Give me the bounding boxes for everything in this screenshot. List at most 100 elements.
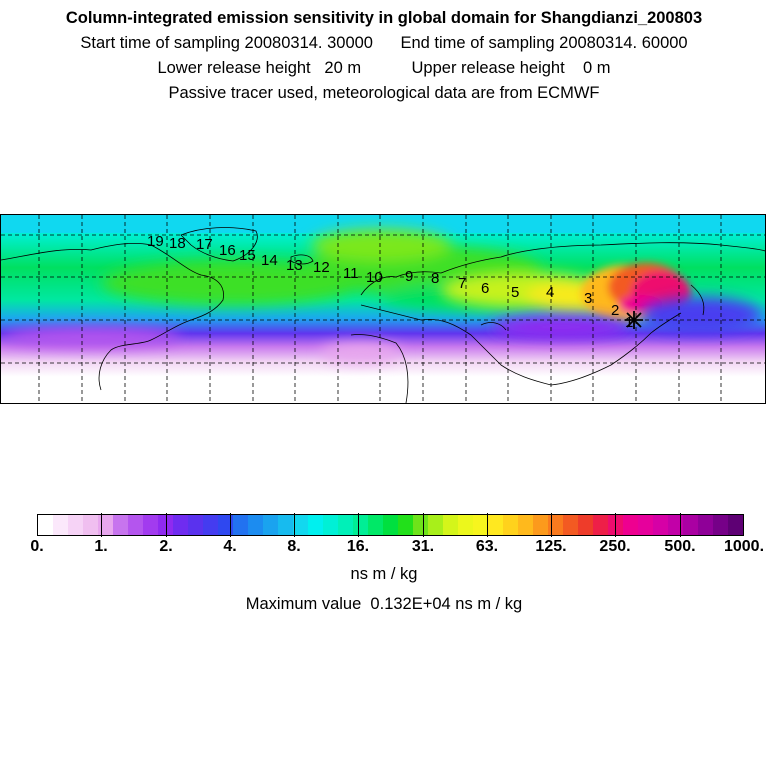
colorbar-cell [698,515,713,535]
colorbar-cell [128,515,143,535]
maximum-value-note: Maximum value 0.132E+04 ns m / kg [245,595,523,613]
colorbar-cell [203,515,218,535]
tracer-info-line: Passive tracer used, meteorological data… [168,84,600,102]
trajectory-label: 16 [219,242,236,259]
colorbar-cell [353,515,368,535]
trajectory-label: 7 [458,275,466,292]
colorbar-tick-label: 1000. [723,538,765,555]
colorbar-cell [533,515,548,535]
colorbar-tick-label: 63. [475,538,499,555]
colorbar-tick [166,513,167,537]
colorbar-tick-label: 4. [223,538,237,555]
colorbar-cell [563,515,578,535]
receptor-star-icon [625,311,643,329]
colorbar-cell [413,515,428,535]
colorbar-cell [683,515,698,535]
colorbar-tick-label: 2. [159,538,173,555]
coast-greenland [180,227,258,262]
colorbar-cell [143,515,158,535]
coast-africa [350,334,409,403]
colorbar-tick [358,513,359,537]
colorbar-tick-label: 250. [599,538,631,555]
colorbar-cell [158,515,173,535]
colorbar-cell [473,515,488,535]
colorbar-tick [487,513,488,537]
trajectory-label: 8 [431,270,439,287]
plot-title: Column-integrated emission sensitivity i… [65,9,703,27]
colorbar-tick [680,513,681,537]
trajectory-label: 3 [584,290,592,307]
colorbar [37,514,744,536]
colorbar-cell [428,515,443,535]
colorbar-cell [278,515,293,535]
colorbar-cell [308,515,323,535]
colorbar-cell [728,515,743,535]
colorbar-cell [578,515,593,535]
colorbar-tick-label: 125. [535,538,567,555]
trajectory-label: 14 [261,252,278,269]
colorbar-cell [398,515,413,535]
colorbar-cell [668,515,683,535]
southern-edge [1,297,761,363]
trajectory-label: 15 [239,247,256,264]
coast-north-america [1,242,224,391]
colorbar-cell [623,515,638,535]
colorbar-tick-label: 8. [287,538,301,555]
colorbar-tick [230,513,231,537]
colorbar-units: ns m / kg [350,565,418,583]
colorbar-cell [503,515,518,535]
colorbar-tick-label: 0. [30,538,44,555]
trajectory-label: 9 [405,268,413,285]
colorbar-tick [423,513,424,537]
colorbar-tick-label: 31. [411,538,435,555]
trajectory-label: 4 [546,284,554,301]
coast-eurasia-south [360,304,682,386]
trajectory-label: 19 [147,233,164,250]
release-height-line: Lower release height 20 m Upper release … [157,59,611,77]
colorbar-tick [551,513,552,537]
trajectory-label: 18 [169,235,186,252]
trajectory-label: 13 [286,257,303,274]
graticule [1,215,765,403]
colorbar-tick [294,513,295,537]
colorbar-cell [173,515,188,535]
colorbar-cell [458,515,473,535]
colorbar-tick-label: 500. [664,538,696,555]
colorbar-cell [113,515,128,535]
coast-iceland [290,254,314,265]
colorbar-cell [53,515,68,535]
colorbar-cell [518,515,533,535]
colorbar-tick [615,513,616,537]
colorbar-cell [218,515,233,535]
colorbar-cell [653,515,668,535]
colorbar-cell [83,515,98,535]
colorbar-cell [383,515,398,535]
colorbar-cell [368,515,383,535]
sampling-time-line: Start time of sampling 20080314. 30000 E… [80,34,688,52]
colorbar-tick-label: 16. [346,538,370,555]
trajectory-label: 10 [366,269,383,286]
colorbar-cell [443,515,458,535]
colorbar-cell [713,515,728,535]
colorbar-tick-label: 1. [94,538,108,555]
colorbar-cell [233,515,248,535]
trajectory-label: 2 [611,302,619,319]
trajectory-label: 1 [625,314,633,331]
colorbar-cell [488,515,503,535]
colorbar-cell [293,515,308,535]
colorbar-cell [248,515,263,535]
colorbar-cell [593,515,608,535]
colorbar-cell [188,515,203,535]
northern-band [1,215,765,233]
trajectory-label: 5 [511,284,519,301]
colorbar-cell [638,515,653,535]
colorbar-cell [263,515,278,535]
trajectory-label: 17 [196,236,213,253]
trajectory-label: 12 [313,259,330,276]
sensitivity-map: 1 2 3 4 5 6 7 8 9 10 11 12 13 14 15 16 17 18 19 [0,214,766,404]
colorbar-cell [38,515,53,535]
coast-caspian [480,322,507,331]
colorbar-cell [68,515,83,535]
